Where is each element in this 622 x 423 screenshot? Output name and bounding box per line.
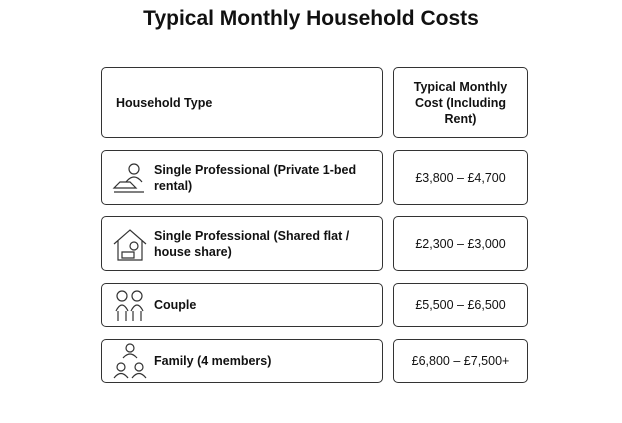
row-cell: Couple — [101, 283, 383, 327]
row-cell: £3,800 – £4,700 — [393, 150, 528, 205]
row-label: Family (4 members) — [154, 354, 272, 368]
title: Typical Monthly Household Costs — [143, 7, 479, 30]
row-cell: £6,800 – £7,500+ — [393, 339, 528, 383]
header-cell: Typical Monthly Cost (Including Rent) — [393, 67, 528, 138]
header-text: Household Type — [116, 95, 213, 110]
icon — [112, 163, 144, 193]
row-label: Couple — [154, 298, 197, 312]
header-cell: Household Type — [101, 67, 383, 138]
row-cell: £5,500 – £6,500 — [393, 283, 528, 327]
row-cost: £3,800 – £4,700 — [415, 170, 506, 185]
row-cost: £6,800 – £7,500+ — [411, 354, 510, 368]
row-cost: £5,500 – £6,500 — [415, 298, 506, 312]
icon — [113, 229, 147, 261]
icon — [115, 290, 144, 321]
icon — [113, 343, 147, 379]
row-cell: Family (4 members) — [101, 339, 383, 383]
row-cost: £2,300 – £3,000 — [415, 236, 506, 251]
header-text: Typical Monthly Cost (Including Rent) — [413, 79, 508, 126]
row-cell: Single Professional (Shared flat / house… — [101, 216, 383, 271]
row-cell: Single Professional (Private 1-bed renta… — [101, 150, 383, 205]
row-label: Single Professional (Shared flat / house… — [154, 228, 350, 259]
row-label: Single Professional (Private 1-bed renta… — [154, 162, 357, 193]
row-cell: £2,300 – £3,000 — [393, 216, 528, 271]
